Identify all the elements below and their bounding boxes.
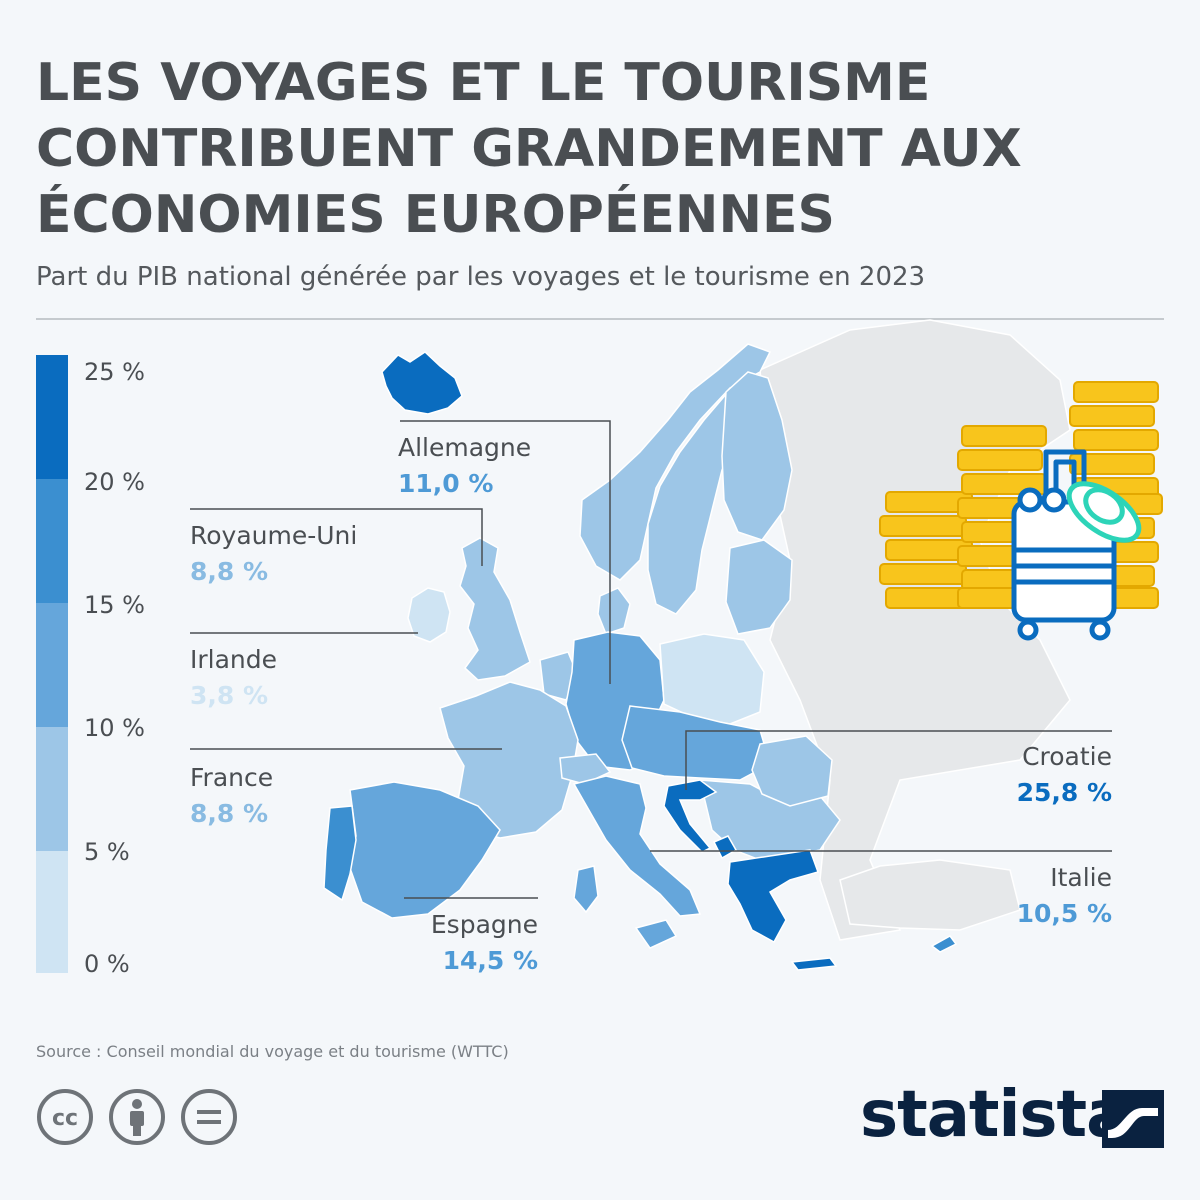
sun-hat-icon — [1066, 481, 1142, 543]
cc-icon[interactable]: cc — [36, 1088, 94, 1146]
sicily — [634, 919, 678, 949]
callout-value-irlande: 3,8 % — [190, 681, 269, 710]
montenegro — [712, 835, 738, 860]
page-subtitle: Part du PIB national générée par les voy… — [36, 262, 926, 292]
title-line-2: CONTRIBUENT GRANDEMENT AUX — [36, 119, 1022, 179]
leader-croatie — [685, 730, 1112, 790]
callout-value-royaume-uni: 8,8 % — [190, 557, 269, 586]
leader-allemagne — [400, 420, 611, 684]
source-note: Source : Conseil mondial du voyage et du… — [36, 1042, 509, 1061]
crete — [790, 957, 838, 971]
callout-name-france: France — [190, 763, 274, 792]
callout-name-allemagne: Allemagne — [398, 433, 532, 462]
callout-name-irlande: Irlande — [190, 645, 278, 674]
callout-value-italie: 10,5 % — [1016, 899, 1112, 928]
attribution-icon[interactable] — [108, 1088, 166, 1146]
statista-logo-mark — [1102, 1090, 1164, 1148]
united-kingdom — [459, 537, 531, 681]
portugal — [323, 805, 357, 902]
cyprus — [930, 935, 958, 953]
statista-logo[interactable]: statista — [860, 1078, 1129, 1152]
legend-tick-0: 0 % — [84, 950, 130, 978]
callout-value-france: 8,8 % — [190, 799, 269, 828]
callout-value-croatie: 25,8 % — [1016, 778, 1112, 807]
page-title: LES VOYAGES ET LE TOURISME CONTRIBUENT G… — [36, 50, 1166, 248]
central-europe — [621, 705, 771, 781]
france — [439, 681, 579, 839]
legend-segment-20-25 — [36, 355, 68, 479]
croatia — [663, 779, 718, 853]
italy — [572, 775, 702, 917]
leader-royaume-uni — [190, 508, 483, 566]
title-line-1: LES VOYAGES ET LE TOURISME — [36, 53, 931, 113]
legend-segment-15-20 — [36, 479, 68, 603]
sardinia — [573, 865, 599, 914]
color-scale-legend — [36, 355, 68, 973]
legend-tick-10: 10 % — [84, 714, 145, 742]
finland — [721, 371, 793, 541]
iceland — [381, 351, 463, 415]
callout-value-espagne: 14,5 % — [442, 946, 538, 975]
header-divider — [36, 318, 1164, 320]
turkey-land — [839, 859, 1021, 931]
legend-segment-0-5 — [36, 851, 68, 973]
suitcase-icon — [1011, 449, 1117, 641]
legend-tick-25: 25 % — [84, 358, 145, 386]
ireland — [407, 587, 451, 643]
callout-name-croatie: Croatie — [1022, 742, 1112, 771]
no-derivatives-icon[interactable] — [180, 1088, 238, 1146]
legend-tick-20: 20 % — [84, 468, 145, 496]
denmark — [597, 587, 631, 635]
callout-value-allemagne: 11,0 % — [398, 469, 494, 498]
baltic-states — [725, 539, 793, 635]
legend-tick-15: 15 % — [84, 591, 145, 619]
romania — [751, 735, 833, 807]
svg-text:cc: cc — [52, 1106, 78, 1131]
legend-segment-10-15 — [36, 603, 68, 727]
legend-tick-5: 5 % — [84, 838, 130, 866]
callout-name-royaume-uni: Royaume-Uni — [190, 521, 358, 550]
callout-name-espagne: Espagne — [430, 910, 538, 939]
poland — [659, 633, 765, 725]
title-line-3: ÉCONOMIES EUROPÉENNES — [36, 185, 835, 245]
callout-name-italie: Italie — [1050, 863, 1112, 892]
legend-segment-5-10 — [36, 727, 68, 851]
greece — [727, 849, 819, 944]
